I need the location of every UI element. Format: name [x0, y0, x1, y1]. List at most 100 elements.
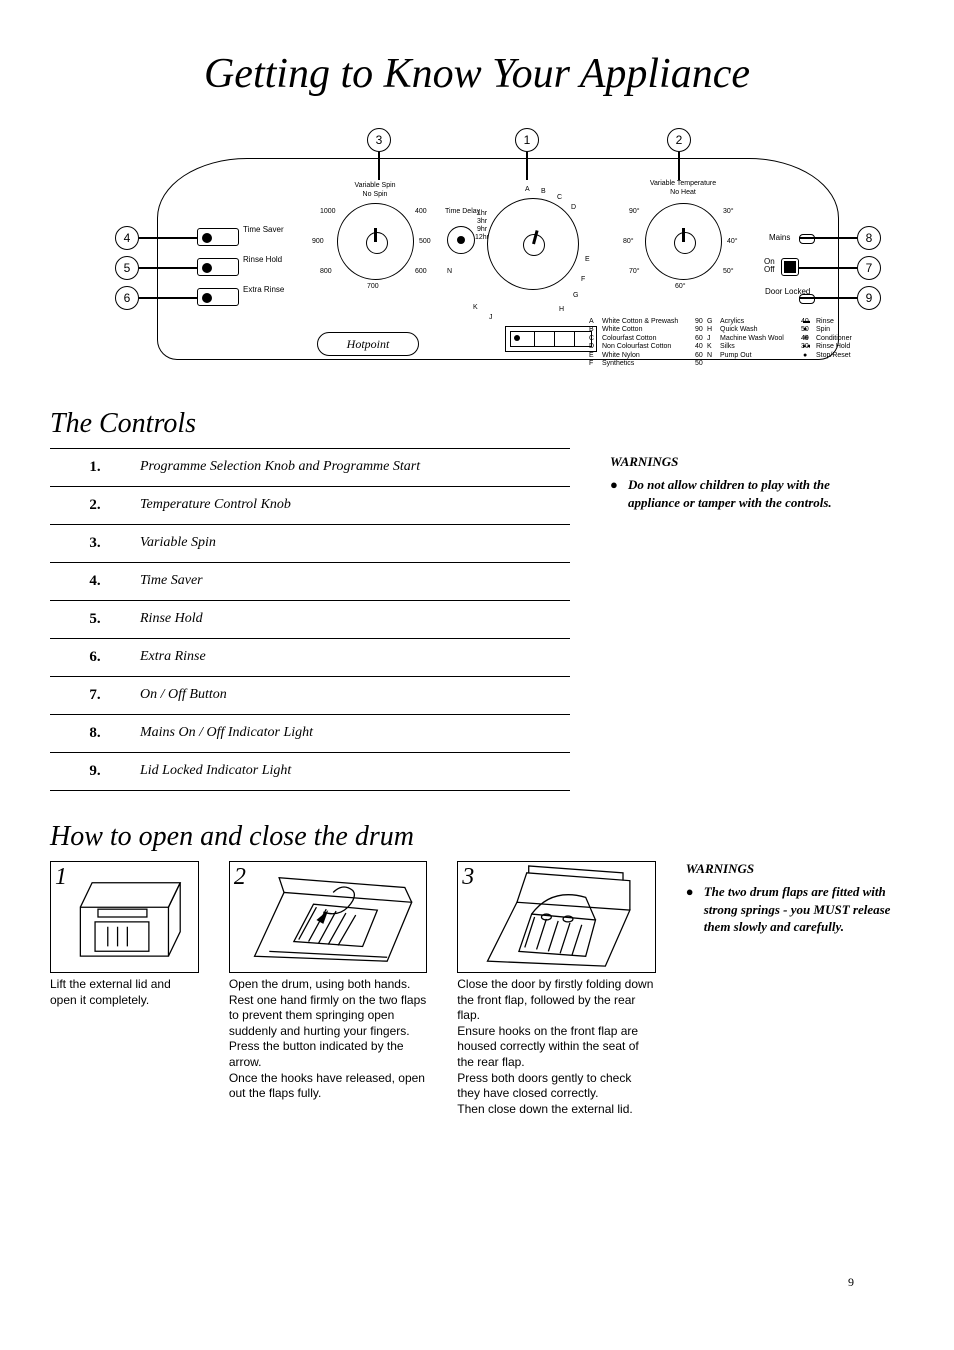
callout-2: 2	[667, 128, 691, 152]
temp-tick: 60°	[675, 283, 686, 290]
temp-dial	[645, 203, 722, 280]
spin-tick: 400	[415, 208, 427, 215]
spin-dial	[337, 203, 414, 280]
temp-tick: 70°	[629, 268, 640, 275]
controls-section-title: The Controls	[50, 408, 904, 440]
controls-row-number: 1.	[50, 459, 140, 476]
drum-step-1: 1 Lift the external lid and open it comp…	[50, 861, 199, 1117]
btn-label: Rinse Hold	[243, 256, 282, 265]
controls-row-desc: Rinse Hold	[140, 611, 570, 628]
controls-row: 9.Lid Locked Indicator Light	[50, 753, 570, 791]
delay-label: Time Delay	[445, 208, 480, 215]
step-caption: Close the door by firstly folding down t…	[457, 977, 655, 1117]
drum-step-2: 2 Open the drum, using both hands. Rest …	[229, 861, 427, 1117]
prog-tick: D	[571, 204, 576, 211]
controls-row-desc: Mains On / Off Indicator Light	[140, 725, 570, 742]
temp-tick: 80°	[623, 238, 634, 245]
controls-row: 4.Time Saver	[50, 563, 570, 601]
controls-row-desc: Extra Rinse	[140, 649, 570, 666]
warnings-heading: WARNINGS	[610, 454, 860, 470]
dispenser-panel	[505, 326, 597, 352]
callout-6: 6	[115, 286, 139, 310]
temp-tick: 30°	[723, 208, 734, 215]
btn-label: Extra Rinse	[243, 286, 284, 295]
prog-tick: J	[489, 314, 493, 321]
controls-row-number: 2.	[50, 497, 140, 514]
prog-tick: B	[541, 188, 546, 195]
door-locked-indicator	[799, 294, 815, 304]
spin-tick: 700	[367, 283, 379, 290]
drum-warnings: WARNINGS The two drum flaps are fitted w…	[686, 861, 904, 1117]
programme-dial	[487, 198, 579, 290]
spin-dial-subtitle: No Spin	[355, 191, 395, 198]
controls-row-number: 7.	[50, 687, 140, 704]
controls-row: 2.Temperature Control Knob	[50, 487, 570, 525]
callout-3: 3	[367, 128, 391, 152]
prog-tick: N	[447, 268, 452, 275]
off-label: Off	[764, 266, 775, 274]
prog-tick: H	[559, 306, 564, 313]
controls-row: 7.On / Off Button	[50, 677, 570, 715]
callout-4: 4	[115, 226, 139, 250]
callout-9: 9	[857, 286, 881, 310]
controls-row-number: 6.	[50, 649, 140, 666]
controls-row-number: 3.	[50, 535, 140, 552]
controls-row-number: 9.	[50, 763, 140, 780]
spin-tick: 1000	[320, 208, 336, 215]
callout-7: 7	[857, 256, 881, 280]
extra-rinse-button	[197, 288, 239, 306]
controls-row: 1.Programme Selection Knob and Programme…	[50, 449, 570, 487]
controls-row: 6.Extra Rinse	[50, 639, 570, 677]
prog-tick: K	[473, 304, 478, 311]
programme-legend-right: ▬Rinse●Spin❋Conditioner▸◂Rinse Hold●Stop…	[803, 318, 876, 360]
mains-indicator	[799, 234, 815, 244]
controls-row-number: 8.	[50, 725, 140, 742]
warnings-list-drum: The two drum flaps are fitted with stron…	[686, 883, 904, 936]
rinse-hold-button	[197, 258, 239, 276]
control-panel-diagram: 1 2 3 4 5 6 8 7 9 Variable Spin No Spin	[87, 128, 867, 388]
step-caption: Lift the external lid and open it comple…	[50, 977, 199, 1008]
mains-label: Mains	[769, 234, 790, 243]
delay-tick: 3hr	[477, 218, 487, 225]
step-number: 2	[234, 864, 246, 891]
spin-tick: 600	[415, 268, 427, 275]
temp-tick: 40°	[727, 238, 738, 245]
programme-legend-left: AWhite Cotton & Prewash90BWhite Cotton90…	[589, 318, 711, 368]
temp-dial-title: Variable Temperature	[643, 180, 723, 187]
controls-row-desc: Time Saver	[140, 573, 570, 590]
controls-row-number: 5.	[50, 611, 140, 628]
warnings-list-controls: Do not allow children to play with the a…	[610, 476, 860, 511]
programme-legend-mid: GAcrylics40HQuick Wash50JMachine Wash Wo…	[707, 318, 817, 360]
prog-tick: C	[557, 194, 562, 201]
on-off-button	[781, 258, 799, 276]
drum-section-title: How to open and close the drum	[50, 821, 904, 853]
step-number: 3	[462, 864, 474, 891]
controls-row-number: 4.	[50, 573, 140, 590]
controls-row: 8.Mains On / Off Indicator Light	[50, 715, 570, 753]
callout-8: 8	[857, 226, 881, 250]
warning-item: Do not allow children to play with the a…	[610, 476, 860, 511]
controls-table: 1.Programme Selection Knob and Programme…	[50, 448, 570, 791]
temp-dial-subtitle: No Heat	[663, 189, 703, 196]
drum-step-3: 3 Close the door by firstly folding down…	[457, 861, 655, 1117]
callout-5: 5	[115, 256, 139, 280]
controls-row-desc: Temperature Control Knob	[140, 497, 570, 514]
spin-tick: 800	[320, 268, 332, 275]
page-number: 9	[848, 1275, 854, 1290]
prog-tick: G	[573, 292, 578, 299]
delay-dial	[447, 226, 475, 254]
delay-tick: 9hr	[477, 226, 487, 233]
step-number: 1	[55, 864, 67, 891]
temp-tick: 90°	[629, 208, 640, 215]
spin-dial-title: Variable Spin	[345, 182, 405, 189]
prog-tick: E	[585, 256, 590, 263]
controls-row-desc: On / Off Button	[140, 687, 570, 704]
temp-tick: 50°	[723, 268, 734, 275]
brand-badge: Hotpoint	[317, 332, 419, 356]
controls-row: 5.Rinse Hold	[50, 601, 570, 639]
controls-row-desc: Lid Locked Indicator Light	[140, 763, 570, 780]
controls-row: 3.Variable Spin	[50, 525, 570, 563]
callout-1: 1	[515, 128, 539, 152]
warnings-heading: WARNINGS	[686, 861, 904, 877]
controls-row-desc: Variable Spin	[140, 535, 570, 552]
